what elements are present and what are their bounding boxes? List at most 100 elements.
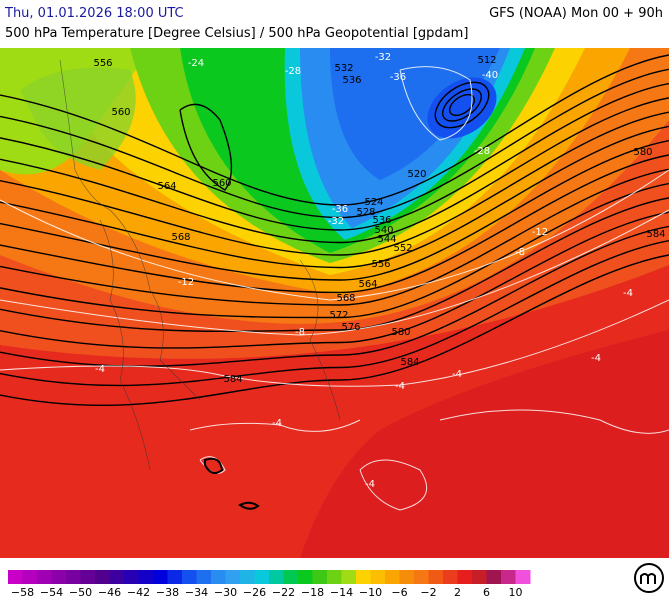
colorbar-swatch — [37, 570, 52, 584]
colorbar-swatch — [182, 570, 197, 584]
temperature-label: -36 — [390, 72, 406, 83]
geopotential-contour — [0, 182, 669, 319]
geopotential-label: 552 — [393, 243, 412, 254]
colorbar-swatch — [312, 570, 328, 584]
colorbar-swatch — [240, 570, 255, 584]
colorbar-label: −46 — [98, 586, 121, 599]
colorbar-swatch — [486, 570, 502, 584]
colorbar-swatch — [211, 570, 226, 584]
temperature-label: -32 — [328, 216, 344, 227]
geopotential-label: 564 — [358, 279, 377, 290]
geopotential-label: 556 — [93, 58, 112, 69]
colorbar-label: −2 — [420, 586, 436, 599]
geopotential-label: 584 — [646, 229, 665, 240]
geopotential-label: 572 — [329, 310, 348, 321]
geopotential-contour — [434, 81, 490, 129]
geopotential-label: 512 — [477, 55, 496, 66]
colorbar-swatch — [124, 570, 139, 584]
colorbar-label: −38 — [156, 586, 179, 599]
geopotential-contour — [0, 111, 669, 256]
temperature-label: -28 — [474, 146, 490, 157]
temperature-label: -24 — [188, 58, 204, 69]
geopotential-label: 584 — [400, 357, 419, 368]
geopotential-label: 532 — [334, 63, 353, 74]
temperature-label: -12 — [532, 227, 548, 238]
geopotential-contour — [0, 211, 669, 349]
colorbar-swatch — [472, 570, 487, 584]
valid-time: Thu, 01.01.2026 18:00 UTC — [5, 6, 184, 21]
geopotential-contour — [0, 140, 669, 281]
colorbar-swatch — [298, 570, 313, 584]
geopotential-label: 536 — [342, 75, 361, 86]
colorbar-swatch — [370, 570, 386, 584]
colorbar-label: −30 — [214, 586, 237, 599]
colorbar-label: −42 — [127, 586, 150, 599]
colorbar-swatch — [428, 570, 444, 584]
temperature-label: -28 — [285, 66, 301, 77]
colorbar-swatch — [66, 570, 81, 584]
temperature-label: -32 — [375, 52, 391, 63]
temperature-label: -4 — [591, 353, 601, 364]
colorbar-swatch — [327, 570, 342, 584]
colorbar-label: −26 — [243, 586, 266, 599]
colorbar-swatch — [80, 570, 96, 584]
colorbar-label: −6 — [391, 586, 407, 599]
temperature-label: -8 — [295, 327, 305, 338]
colorbar: −58 −54 −50 −46 −42 −38 −34 −30 −26 −22 −18 −14 −10−… — [8, 570, 531, 599]
temperature-label: -4 — [95, 364, 105, 375]
geopotential-contour — [0, 197, 669, 333]
temperature-label: -8 — [515, 247, 525, 258]
colorbar-label: −14 — [330, 586, 353, 599]
colorbar-label: −54 — [40, 586, 63, 599]
colorbar-swatch — [501, 570, 516, 584]
colorbar-label: −50 — [69, 586, 92, 599]
geopotential-contour — [448, 93, 476, 117]
colorbar-swatch — [457, 570, 473, 584]
colorbar-swatch — [443, 570, 458, 584]
geopotential-label: 560 — [212, 178, 231, 189]
colorbar-swatch — [254, 570, 270, 584]
geopotential-label: 568 — [171, 232, 190, 243]
geopotential-label: 524 — [364, 197, 383, 208]
colorbar-swatch — [414, 570, 429, 584]
geopotential-label: 528 — [356, 207, 375, 218]
geopotential-label: 580 — [633, 147, 652, 158]
geopotential-label: 564 — [157, 181, 176, 192]
geopotential-label: 568 — [336, 293, 355, 304]
logo-mark — [640, 573, 656, 584]
colorbar-swatch — [167, 570, 183, 584]
colorbar-swatch — [399, 570, 415, 584]
colorbar-swatch — [385, 570, 400, 584]
temperature-label: -4 — [623, 288, 633, 299]
map-title: 500 hPa Temperature [Degree Celsius] / 5… — [5, 26, 469, 41]
colorbar-swatch — [341, 570, 357, 584]
colorbar-label: −18 — [301, 586, 324, 599]
geopotential-contour — [0, 125, 669, 269]
colorbar-swatch — [153, 570, 168, 584]
temperature-label: -40 — [482, 70, 498, 81]
colorbar-label: −10 — [359, 586, 382, 599]
model-run: GFS (NOAA) Mon 00 + 90h — [489, 6, 663, 21]
geopotential-contour — [0, 54, 669, 206]
colorbar-swatch — [225, 570, 241, 584]
geopotential-contour — [0, 254, 669, 406]
colorbar-swatch — [356, 570, 371, 584]
temperature-label: -4 — [452, 369, 462, 380]
geopotential-contour — [0, 240, 669, 387]
geopotential-label: 580 — [391, 327, 410, 338]
colorbar-label: 6 — [483, 586, 490, 599]
colorbar-swatch — [95, 570, 110, 584]
geopotential-label: 576 — [341, 322, 360, 333]
geopotential-label: 560 — [111, 107, 130, 118]
geopotential-contour — [0, 168, 669, 306]
temperature-label: -12 — [178, 277, 194, 288]
temperature-label: -4 — [365, 479, 375, 490]
colorbar-swatch — [8, 570, 23, 584]
geopotential-label: 540 — [374, 225, 393, 236]
geopotential-label: 544 — [377, 234, 396, 245]
geopotential-contour — [179, 103, 233, 191]
geopotential-label: 584 — [223, 374, 242, 385]
colorbar-swatch — [269, 570, 284, 584]
